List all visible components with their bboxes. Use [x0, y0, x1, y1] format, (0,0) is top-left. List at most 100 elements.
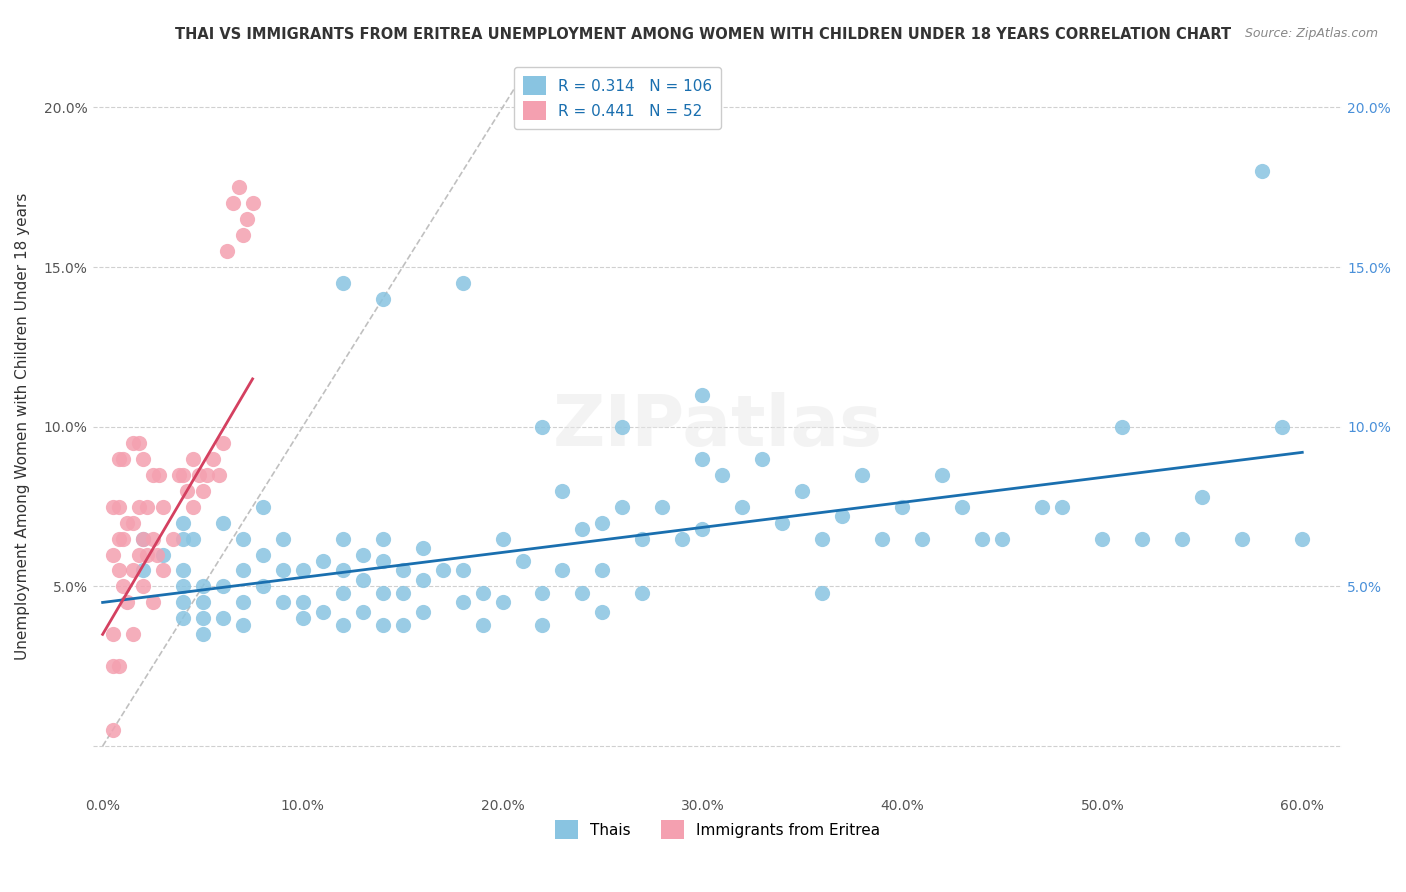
Point [332, 586, 354, 600]
Point [232, 564, 254, 578]
Point [221, 196, 243, 211]
Point [332, 532, 354, 546]
Point [191, 611, 214, 625]
Point [191, 579, 214, 593]
Point [181, 451, 204, 466]
Point [115, 595, 138, 609]
Point [332, 564, 354, 578]
Point [1031, 500, 1053, 514]
Point [631, 586, 654, 600]
Legend: Thais, Immigrants from Eritrea: Thais, Immigrants from Eritrea [548, 814, 886, 845]
Point [115, 516, 138, 530]
Point [172, 611, 194, 625]
Point [531, 419, 554, 434]
Point [211, 435, 233, 450]
Point [792, 483, 814, 498]
Point [271, 595, 294, 609]
Point [891, 500, 914, 514]
Point [121, 435, 143, 450]
Point [172, 516, 194, 530]
Point [187, 467, 209, 482]
Point [181, 500, 204, 514]
Point [571, 522, 593, 536]
Point [215, 244, 238, 259]
Point [131, 532, 153, 546]
Point [1191, 490, 1213, 504]
Point [172, 467, 194, 482]
Point [711, 467, 734, 482]
Point [271, 532, 294, 546]
Point [145, 548, 167, 562]
Point [107, 564, 129, 578]
Point [972, 532, 994, 546]
Point [111, 532, 134, 546]
Point [811, 586, 834, 600]
Point [1232, 532, 1254, 546]
Point [148, 467, 170, 482]
Point [107, 659, 129, 673]
Point [167, 467, 190, 482]
Point [332, 276, 354, 290]
Point [107, 500, 129, 514]
Y-axis label: Unemployment Among Women with Children Under 18 years: Unemployment Among Women with Children U… [15, 194, 30, 660]
Point [142, 595, 165, 609]
Point [751, 451, 773, 466]
Point [195, 467, 218, 482]
Point [152, 564, 174, 578]
Point [731, 500, 754, 514]
Point [651, 500, 673, 514]
Point [311, 605, 333, 619]
Point [571, 586, 593, 600]
Point [232, 532, 254, 546]
Point [811, 532, 834, 546]
Point [128, 500, 150, 514]
Point [1291, 532, 1313, 546]
Point [1251, 164, 1274, 178]
Point [391, 564, 413, 578]
Point [432, 564, 454, 578]
Point [232, 228, 254, 243]
Point [142, 532, 165, 546]
Point [172, 564, 194, 578]
Point [235, 212, 257, 227]
Point [252, 500, 274, 514]
Point [531, 617, 554, 632]
Point [121, 516, 143, 530]
Point [770, 516, 793, 530]
Point [101, 627, 124, 641]
Point [911, 532, 934, 546]
Point [162, 532, 184, 546]
Point [692, 388, 714, 402]
Point [121, 564, 143, 578]
Point [352, 605, 374, 619]
Point [851, 467, 873, 482]
Point [311, 554, 333, 568]
Point [111, 451, 134, 466]
Point [152, 500, 174, 514]
Point [252, 548, 274, 562]
Point [101, 548, 124, 562]
Point [451, 276, 474, 290]
Point [1091, 532, 1114, 546]
Point [101, 659, 124, 673]
Text: THAI VS IMMIGRANTS FROM ERITREA UNEMPLOYMENT AMONG WOMEN WITH CHILDREN UNDER 18 : THAI VS IMMIGRANTS FROM ERITREA UNEMPLOY… [174, 27, 1232, 42]
Point [181, 532, 204, 546]
Point [950, 500, 973, 514]
Point [232, 595, 254, 609]
Point [931, 467, 953, 482]
Point [671, 532, 693, 546]
Point [111, 579, 134, 593]
Point [352, 548, 374, 562]
Point [831, 509, 853, 524]
Point [228, 180, 250, 194]
Point [612, 419, 634, 434]
Point [1271, 419, 1294, 434]
Text: ZIPatlas: ZIPatlas [553, 392, 883, 461]
Point [371, 617, 394, 632]
Point [551, 564, 574, 578]
Point [991, 532, 1014, 546]
Point [1171, 532, 1194, 546]
Point [412, 605, 434, 619]
Point [1130, 532, 1153, 546]
Point [631, 532, 654, 546]
